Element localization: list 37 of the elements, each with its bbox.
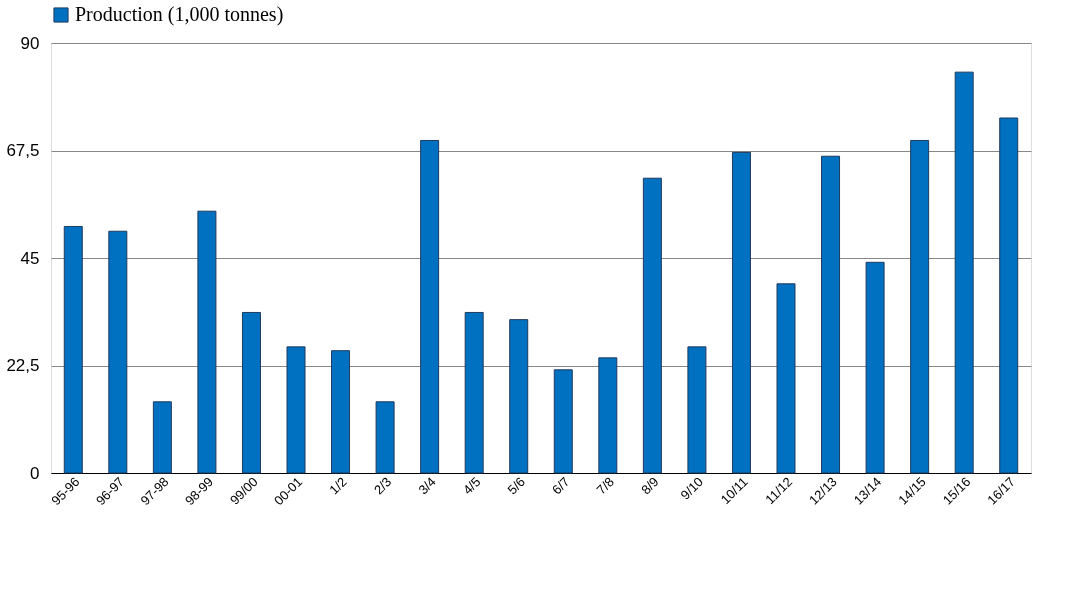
- bar: [375, 401, 395, 474]
- y-tick-label: 45: [20, 248, 40, 268]
- bar: [776, 283, 796, 474]
- bar: [598, 357, 618, 474]
- bar: [420, 139, 440, 474]
- bar: [286, 346, 306, 474]
- bar: [509, 319, 529, 474]
- x-tick-label: 5/6: [504, 474, 528, 498]
- bar: [865, 261, 885, 474]
- y-tick-label: 67,5: [6, 141, 40, 160]
- x-tick-label: 3/4: [415, 474, 439, 498]
- bar: [331, 350, 351, 474]
- x-tick-label: 7/8: [593, 474, 618, 498]
- bar: [910, 139, 930, 474]
- x-tick-label: 1/2: [326, 474, 350, 498]
- x-tick-label: 2/3: [370, 474, 395, 498]
- bar: [108, 230, 128, 474]
- bar: [241, 311, 261, 474]
- y-tick-label: 90: [20, 33, 40, 53]
- bar: [464, 311, 484, 474]
- x-tick-label: 6/7: [549, 474, 573, 498]
- legend-label: Production (1,000 tonnes): [75, 3, 284, 26]
- x-tick-label: 9/10: [677, 474, 707, 503]
- x-tick-label: 8/9: [638, 474, 662, 498]
- bar: [197, 210, 217, 474]
- x-tick-label: 4/5: [459, 474, 484, 498]
- bar: [731, 151, 751, 474]
- bar: [687, 346, 707, 474]
- bar: [63, 225, 83, 474]
- y-tick-label: 22,5: [6, 356, 40, 375]
- bar: [553, 369, 573, 474]
- y-tick-label: 0: [30, 463, 40, 483]
- bar: [152, 401, 172, 474]
- bar: [999, 117, 1019, 474]
- bar: [642, 177, 662, 474]
- bar: [821, 155, 841, 474]
- bar: [954, 71, 974, 474]
